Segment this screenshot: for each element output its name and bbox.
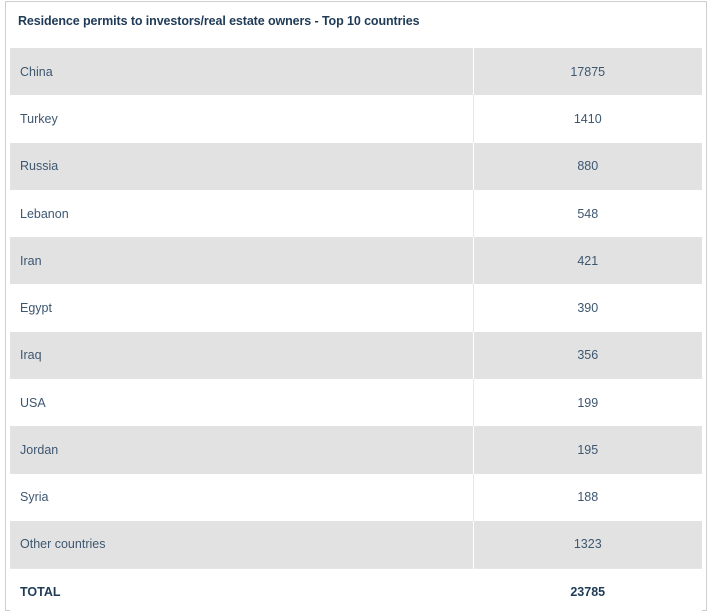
value-cell: 17875 xyxy=(472,48,702,96)
country-cell: Egypt xyxy=(10,284,473,332)
table-title: Residence permits to investors/real esta… xyxy=(18,14,420,28)
table-row: Jordan 195 xyxy=(10,426,702,474)
value-cell: 1410 xyxy=(472,95,702,143)
value-cell: 1323 xyxy=(472,520,702,569)
country-cell: Syria xyxy=(10,473,473,521)
table-row: Turkey 1410 xyxy=(10,95,702,143)
country-cell: Russia xyxy=(10,142,473,190)
table-row: Lebanon 548 xyxy=(10,189,702,238)
total-value: 23785 xyxy=(472,567,702,616)
country-cell: Other countries xyxy=(10,520,473,569)
value-cell: 199 xyxy=(472,379,702,427)
value-cell: 188 xyxy=(472,473,702,521)
table-row: China 17875 xyxy=(10,48,702,96)
table-row: Iraq 356 xyxy=(10,331,702,380)
total-row: TOTAL 23785 xyxy=(10,567,702,616)
country-cell: Jordan xyxy=(10,426,473,474)
value-cell: 421 xyxy=(472,237,702,285)
country-cell: China xyxy=(10,48,473,96)
country-cell: Iraq xyxy=(10,331,473,380)
table-row: Iran 421 xyxy=(10,237,702,285)
value-cell: 548 xyxy=(472,189,702,238)
permits-table: China 17875 Turkey 1410 Russia 880 Leban… xyxy=(10,48,702,616)
country-cell: Iran xyxy=(10,237,473,285)
total-label: TOTAL xyxy=(10,567,473,616)
table-row: Other countries 1323 xyxy=(10,520,702,569)
value-cell: 356 xyxy=(472,331,702,380)
table-row: Syria 188 xyxy=(10,473,702,521)
table-row: Russia 880 xyxy=(10,142,702,190)
country-cell: Lebanon xyxy=(10,189,473,238)
table-row: Egypt 390 xyxy=(10,284,702,332)
value-cell: 195 xyxy=(472,426,702,474)
country-cell: Turkey xyxy=(10,95,473,143)
value-cell: 390 xyxy=(472,284,702,332)
table-row: USA 199 xyxy=(10,379,702,427)
table-container: Residence permits to investors/real esta… xyxy=(5,1,707,616)
country-cell: USA xyxy=(10,379,473,427)
value-cell: 880 xyxy=(472,142,702,190)
